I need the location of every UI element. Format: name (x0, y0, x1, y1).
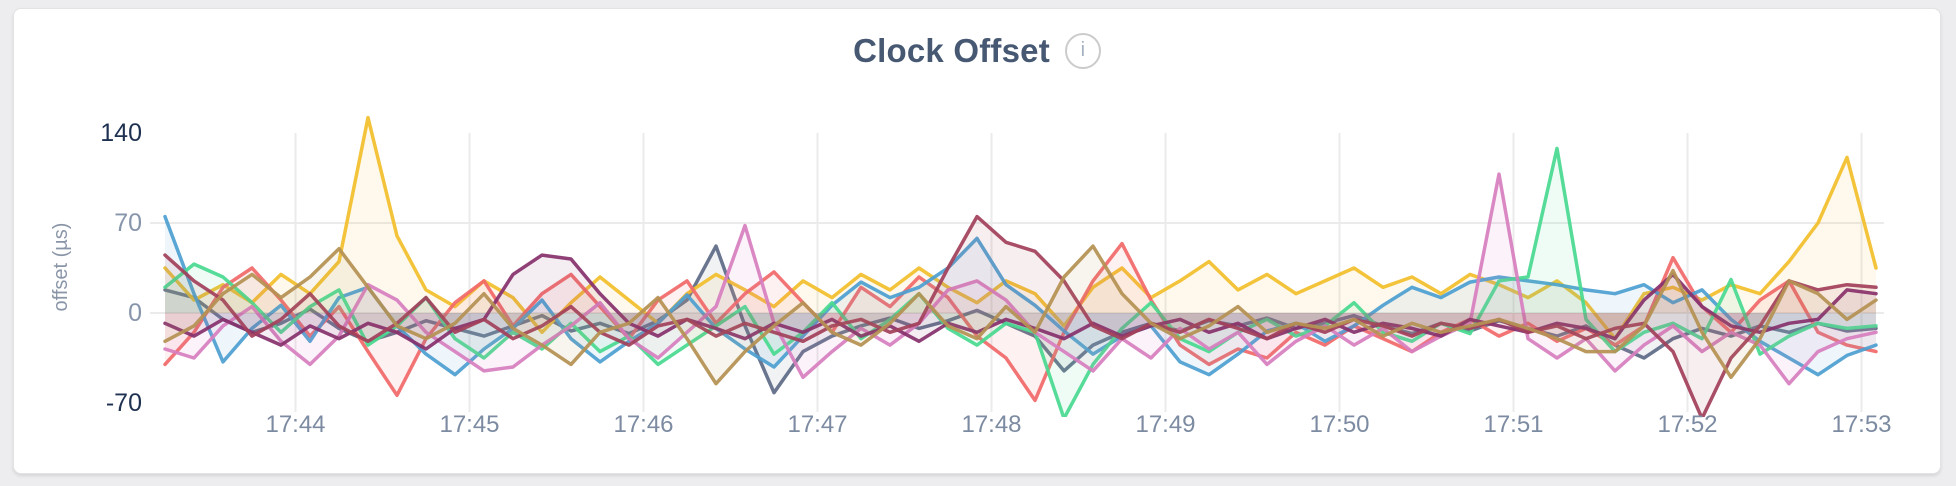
chart-title: Clock Offset (853, 32, 1050, 69)
x-tick-label: 17:53 (1831, 411, 1892, 438)
x-tick-label: 17:45 (439, 411, 500, 438)
info-icon[interactable]: i (1064, 33, 1101, 69)
x-tick-label: 17:50 (1309, 411, 1370, 438)
series-line-blue (163, 214, 1878, 377)
y-axis-ticks: 140 70 0 -70 (0, 0, 160, 486)
series-area-khaki (165, 246, 1876, 384)
series-area-red (165, 243, 1876, 401)
chart-header: Clock Offset i (14, 31, 1940, 71)
x-tick-label: 17:48 (961, 411, 1022, 438)
x-tick-label: 17:49 (1135, 411, 1196, 438)
series-area-green (165, 148, 1876, 417)
x-tick-label: 17:44 (265, 411, 326, 438)
series-line-khaki (163, 244, 1878, 386)
y-tick-label: 70 (114, 209, 142, 237)
series-area-maroon (165, 216, 1876, 417)
x-tick-label: 17:52 (1657, 411, 1718, 438)
series-plot (163, 115, 1878, 417)
series-line-orchid (163, 172, 1878, 386)
series-line-plum (163, 253, 1878, 351)
info-icon-glyph: i (1080, 39, 1086, 61)
x-axis-ticks: 17:44 17:45 17:46 17:47 17:48 17:49 17:50 17:51… (0, 410, 1956, 444)
y-tick-label: 140 (100, 119, 142, 147)
y-tick-label: -70 (105, 389, 142, 417)
y-tick-label: 0 (128, 299, 142, 327)
series-line-yellow (163, 115, 1878, 341)
x-tick-label: 17:46 (613, 411, 674, 438)
x-tick-label: 17:47 (787, 411, 848, 438)
x-tick-label: 17:51 (1483, 411, 1544, 438)
